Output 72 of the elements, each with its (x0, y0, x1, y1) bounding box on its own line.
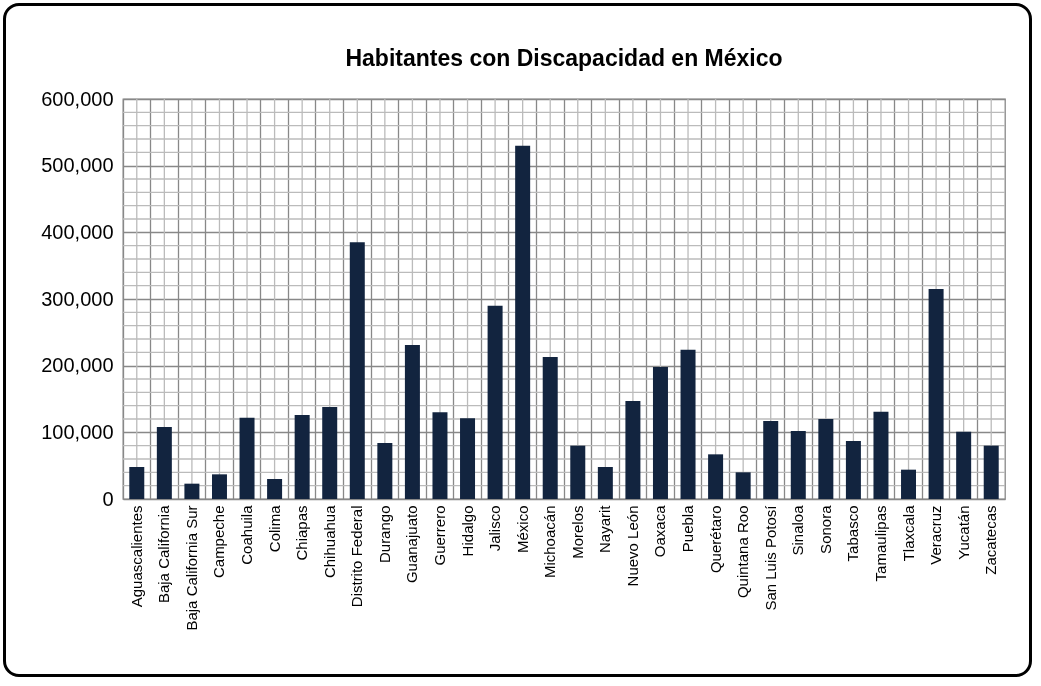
y-tick-label: 500,000 (41, 154, 114, 177)
x-tick-label: Campeche (210, 505, 228, 579)
x-tick-label: Tlaxcala (899, 504, 917, 562)
y-tick-label: 100,000 (41, 420, 114, 443)
x-tick-label: Oaxaca (651, 504, 669, 558)
y-tick-label: 0 (102, 487, 114, 510)
x-tick-label: Chiapas (293, 505, 311, 561)
bar (129, 467, 145, 499)
y-tick-label: 600,000 (41, 87, 114, 110)
x-tick-label: Durango (375, 505, 393, 564)
x-tick-label: Distrito Federal (348, 505, 366, 608)
x-tick-label: Michoacán (541, 505, 559, 579)
bar (790, 431, 806, 499)
bar (515, 145, 531, 499)
x-tick-label: Zacatecas (982, 505, 1000, 575)
x-tick-label: San Luis Potosí (761, 504, 779, 611)
bar (211, 474, 227, 499)
bar (983, 445, 999, 499)
x-tick-label: Colima (265, 504, 283, 553)
x-tick-label: Nuevo León (623, 505, 641, 587)
x-tick-label: Hidalgo (458, 505, 476, 557)
bar (818, 419, 834, 499)
bar (956, 431, 972, 499)
x-tick-label: Coahuila (238, 504, 256, 565)
x-tick-label: Yucatán (954, 505, 972, 560)
x-tick-label: Aguascalientes (127, 505, 145, 608)
y-tick-label: 300,000 (41, 287, 114, 310)
x-tick-label: Chihuahua (320, 504, 338, 579)
x-tick-label: Sonora (816, 504, 834, 554)
bar (349, 242, 365, 499)
bar (487, 305, 503, 499)
bar (901, 469, 917, 499)
x-tick-label: Tabasco (844, 505, 862, 562)
x-tick-label: México (513, 505, 531, 554)
x-tick-label: Baja California Sur (182, 505, 200, 631)
bar (184, 483, 200, 499)
bar (542, 357, 558, 499)
x-tick-label: Querétaro (706, 505, 724, 574)
x-tick-label: Guerrero (430, 505, 448, 566)
y-tick-label: 200,000 (41, 354, 114, 377)
x-tick-label: Veracruz (927, 505, 945, 565)
bar (845, 441, 861, 499)
x-tick-label: Baja California (155, 504, 173, 604)
bar (597, 467, 613, 499)
x-tick-label: Quintana Roo (734, 505, 752, 599)
x-tick-label: Morelos (568, 505, 586, 559)
y-tick-label: 400,000 (41, 220, 114, 243)
bar (294, 415, 310, 499)
bar (652, 367, 668, 499)
bar (928, 289, 944, 499)
x-tick-label: Nayarit (596, 504, 614, 554)
chart-title: Habitantes con Discapacidad en México (345, 45, 783, 71)
bar (708, 454, 724, 499)
x-tick-label: Guanajuato (403, 505, 421, 584)
x-tick-label: Sinaloa (789, 504, 807, 556)
x-tick-label: Puebla (679, 504, 697, 553)
bar (460, 418, 476, 499)
bar (404, 345, 420, 499)
bar (570, 445, 586, 499)
bar (322, 407, 338, 499)
bar (873, 411, 889, 499)
x-tick-label: Jalisco (486, 505, 504, 552)
bar (377, 443, 393, 499)
bar (763, 421, 779, 499)
x-tick-label: Tamaulipas (871, 505, 889, 582)
bar (267, 479, 283, 499)
bar (239, 417, 255, 499)
bar (735, 472, 751, 499)
bar (625, 401, 641, 499)
bar (680, 349, 696, 499)
bar (432, 412, 448, 499)
bar (156, 427, 172, 499)
